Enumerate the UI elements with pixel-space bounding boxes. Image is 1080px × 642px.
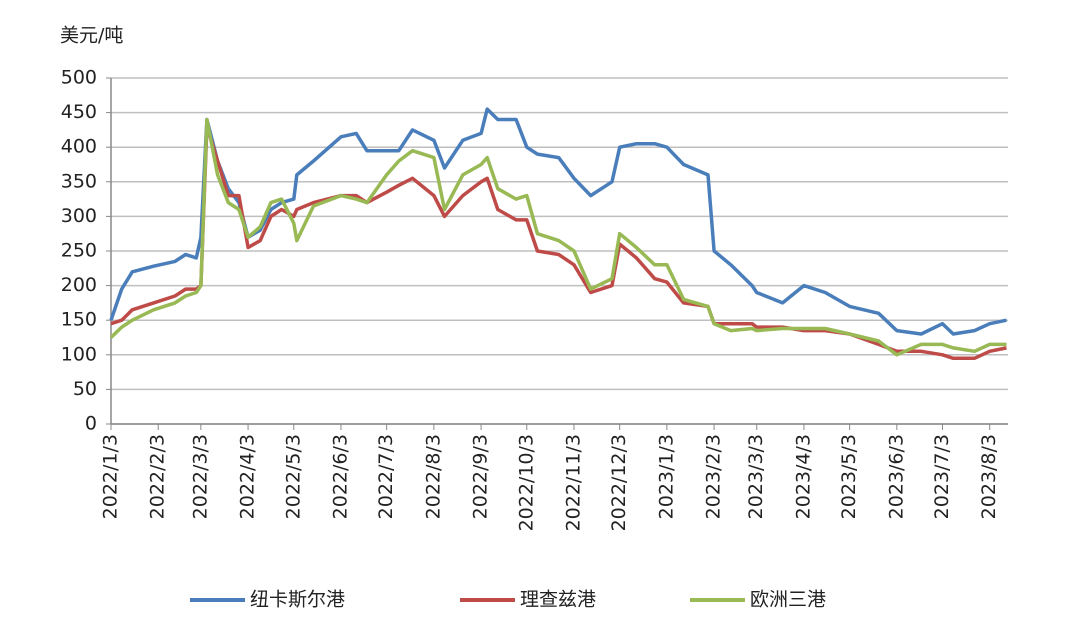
y-tick-label: 450	[61, 101, 97, 123]
y-tick-label: 250	[61, 240, 97, 262]
x-tick-label: 2022/8/3	[422, 434, 444, 519]
y-tick-label: 500	[61, 67, 97, 89]
x-tick-label: 2023/2/3	[703, 434, 725, 519]
series-line	[109, 107, 1007, 336]
x-tick-label: 2022/9/3	[470, 434, 492, 519]
x-tick-label: 2023/7/3	[931, 434, 953, 519]
x-tick-label: 2023/1/3	[655, 434, 677, 519]
y-tick-label: 300	[61, 205, 97, 227]
x-tick-label: 2022/2/3	[147, 434, 169, 519]
x-tick-label: 2022/4/3	[237, 434, 259, 519]
x-tick-label: 2023/4/3	[792, 434, 814, 519]
x-tick-label: 2022/3/3	[189, 434, 211, 519]
y-tick-label: 200	[61, 274, 97, 296]
x-tick-label: 2022/12/3	[608, 434, 630, 531]
x-tick-label: 2023/5/3	[838, 434, 860, 519]
legend-label: 纽卡斯尔港	[250, 589, 345, 611]
x-tick-label: 2023/6/3	[885, 434, 907, 519]
y-axis-label: 美元/吨	[60, 25, 123, 47]
x-tick-label: 2023/3/3	[745, 434, 767, 519]
legend-label: 理查兹港	[520, 589, 596, 611]
x-tick-label: 2022/5/3	[282, 434, 304, 519]
y-tick-label: 400	[61, 136, 97, 158]
legend-label: 欧洲三港	[750, 589, 826, 611]
y-tick-label: 350	[61, 170, 97, 192]
y-tick-label: 150	[61, 309, 97, 331]
y-tick-label: 100	[61, 343, 97, 365]
y-tick-label: 0	[85, 413, 97, 435]
y-tick-label: 50	[73, 378, 97, 400]
series-line	[110, 124, 1007, 361]
x-tick-label: 2022/7/3	[375, 434, 397, 519]
x-tick-label: 2022/1/3	[100, 434, 122, 519]
x-tick-label: 2023/8/3	[978, 434, 1000, 519]
x-tick-label: 2022/11/3	[562, 434, 584, 531]
x-tick-label: 2022/6/3	[329, 434, 351, 519]
series-line	[109, 117, 1007, 357]
x-tick-label: 2022/10/3	[515, 434, 537, 531]
